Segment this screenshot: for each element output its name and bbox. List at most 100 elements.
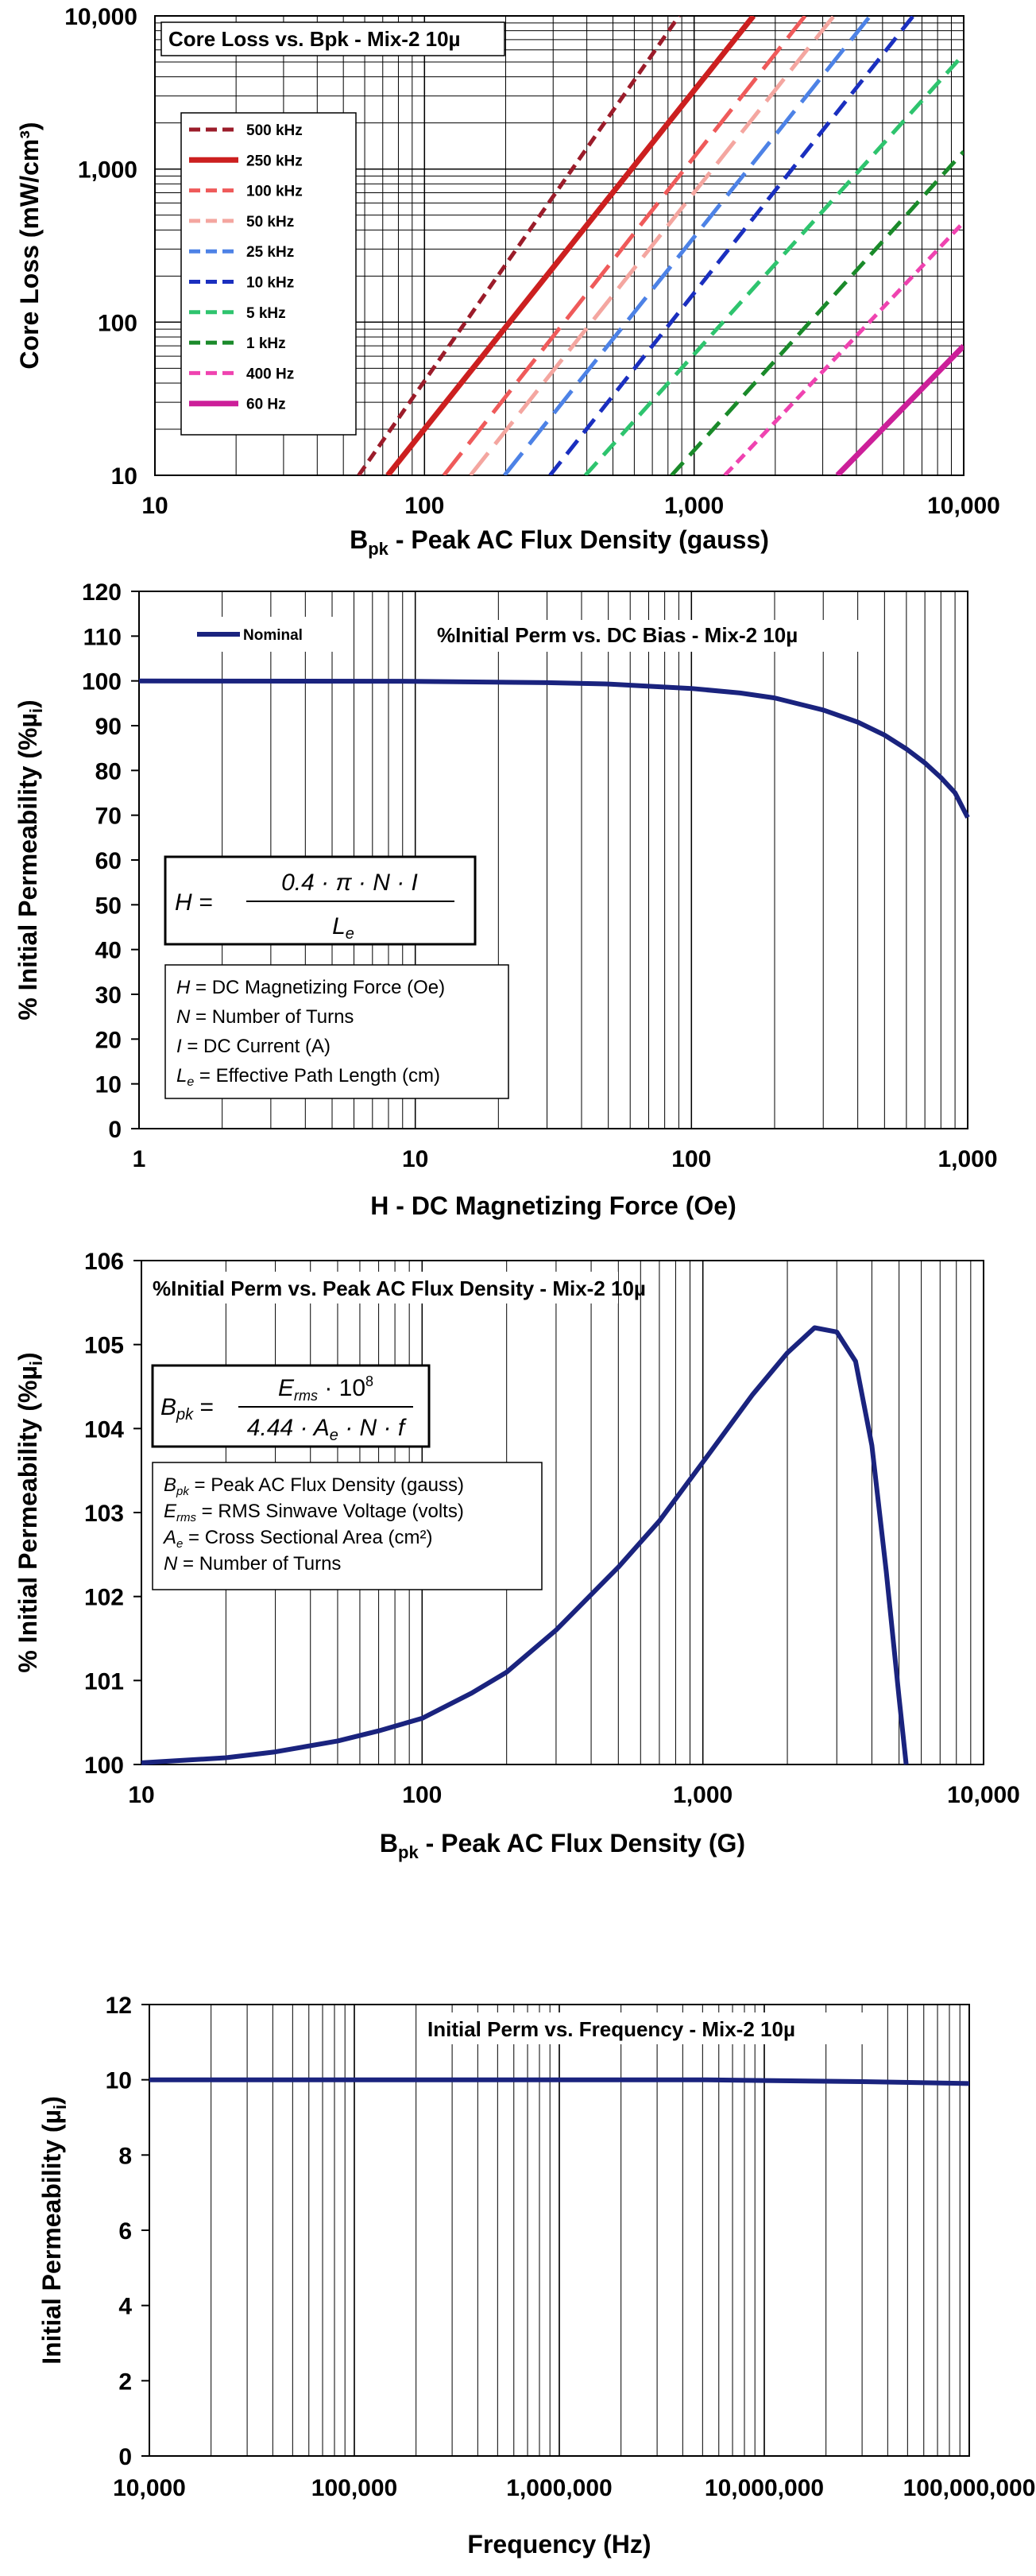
x-axis-title: Bpk - Peak AC Flux Density (G) <box>380 1829 745 1862</box>
definition-symbol: N <box>164 1553 178 1575</box>
x-tick-label: 10,000 <box>927 493 1000 519</box>
y-axis-title: Initial Permeability (µi) <box>37 2096 70 2365</box>
title-box <box>160 21 505 56</box>
definition-text: = DC Current (A) <box>182 1036 331 1057</box>
y-tick-label: 0 <box>108 1117 122 1143</box>
y-tick-label: 1,000 <box>78 157 137 184</box>
x-tick-label: 100,000 <box>311 2475 397 2501</box>
y-axis-title-main: Initial Permeability (µ <box>37 2109 66 2365</box>
y-axis-title-sub: i <box>26 1361 46 1365</box>
y-tick-label: 103 <box>84 1501 124 1527</box>
definition-text: = Cross Sectional Area (cm²) <box>183 1527 432 1548</box>
x-tick-label: 1,000 <box>673 1782 733 1808</box>
y-axis-title: Core Loss (mW/cm³) <box>15 122 44 369</box>
series-line-5-khz <box>583 55 963 475</box>
legend-label: 100 kHz <box>246 184 303 200</box>
series-line-50-khz <box>469 16 836 475</box>
plot-frame <box>154 15 964 476</box>
y-axis-title-end: ) <box>14 1352 42 1361</box>
y-tick-label: 100 <box>84 1753 124 1779</box>
x-tick-label: 10,000 <box>113 2475 186 2501</box>
x-axis-title-main: B <box>350 525 368 554</box>
definition-row: Erms = RMS Sinwave Voltage (volts) <box>164 1501 464 1524</box>
y-axis-title: % Initial Permeability (%µi) <box>14 1352 46 1672</box>
legend-label: Nominal <box>243 627 303 644</box>
x-axis-title-sub: pk <box>398 1842 419 1862</box>
legend-label: 1 kHz <box>246 335 286 352</box>
legend-label: 25 kHz <box>246 244 294 261</box>
title-bg <box>429 620 882 652</box>
formula-equals: = <box>193 1394 214 1420</box>
y-tick-label: 10,000 <box>64 4 137 30</box>
formula-lhs-sub: pk <box>176 1406 194 1424</box>
definition-text: = Effective Path Length (cm) <box>194 1065 440 1087</box>
series-line-250-khz <box>385 16 756 475</box>
definition-symbol: N <box>176 1006 191 1028</box>
y-tick-label: 0 <box>118 2444 132 2470</box>
definitions-frame <box>164 964 509 1099</box>
y-tick-label: 110 <box>83 624 122 650</box>
x-axis-title: Bpk - Peak AC Flux Density (gauss) <box>350 525 769 559</box>
x-tick-label: 100 <box>404 493 444 519</box>
x-tick-label: 1,000 <box>937 1146 997 1172</box>
title-bg <box>149 1272 618 1303</box>
y-tick-label: 40 <box>95 938 122 964</box>
definition-text: = DC Magnetizing Force (Oe) <box>190 977 445 998</box>
y-tick-label: 8 <box>118 2143 132 2169</box>
y-tick-label: 70 <box>95 804 122 830</box>
formula-num-sub: rms <box>294 1388 318 1404</box>
y-axis-title: % Initial Permeability (%µi) <box>14 699 46 1020</box>
series-line-1-khz <box>670 150 964 475</box>
definition-symbol: I <box>176 1036 182 1057</box>
definition-text: = Number of Turns <box>177 1553 341 1575</box>
y-tick-label: 120 <box>82 579 122 606</box>
chart-title: Core Loss vs. Bpk - Mix-2 10µ <box>168 27 461 51</box>
series-line <box>149 2077 970 2086</box>
series-line-60-hz <box>835 343 964 475</box>
y-tick-label: 60 <box>95 848 122 874</box>
y-tick-label: 80 <box>95 758 122 784</box>
legend: 500 kHz 250 kHz 100 kHz 50 kHz 25 kHz 10 kHz 5… <box>180 112 357 436</box>
y-axis-title-sub: i <box>50 2105 70 2109</box>
y-tick-label: 10 <box>95 1072 122 1098</box>
formula-box: Bpk = Erms · 108 4.44 · Ae · N · f <box>151 1364 431 1448</box>
definitions-box: H = DC Magnetizing Force (Oe) N = Number … <box>164 964 509 1099</box>
y-tick-label: 90 <box>95 714 122 740</box>
x-tick-label: 100 <box>671 1146 711 1172</box>
y-tick-label: 100 <box>98 310 137 336</box>
series-line-nominal <box>138 678 970 819</box>
legend-label: 5 kHz <box>246 305 286 322</box>
y-tick-label: 4 <box>118 2294 132 2320</box>
formula-num-sup: 8 <box>365 1373 373 1389</box>
formula-numerator: Erms · 108 <box>278 1373 373 1404</box>
y-tick-label: 6 <box>118 2218 132 2245</box>
series-group <box>357 16 964 475</box>
y-tick-label: 2 <box>118 2369 132 2395</box>
y-axis-title-main: % Initial Permeability (%µ <box>14 713 42 1021</box>
y-axis-title-end: ) <box>14 699 42 708</box>
chart-title: %Initial Perm vs. Peak AC Flux Density -… <box>153 1276 646 1300</box>
x-axis-title: H - DC Magnetizing Force (Oe) <box>370 1191 736 1220</box>
formula-lhs-main: B <box>160 1394 176 1420</box>
y-tick-label: 101 <box>84 1668 124 1695</box>
y-tick-label: 106 <box>84 1249 124 1275</box>
grid-lines <box>149 2005 970 2456</box>
formula-num-main: E <box>278 1375 295 1401</box>
definition-subscript: pk <box>176 1485 190 1498</box>
definition-symbol: E <box>164 1501 177 1522</box>
x-axis-title: Frequency (Hz) <box>467 2530 651 2559</box>
definition-row: N = Number of Turns <box>176 1006 354 1028</box>
definition-subscript: e <box>176 1537 183 1551</box>
legend-label: 60 Hz <box>246 397 286 413</box>
definition-symbol: B <box>164 1474 176 1496</box>
y-axis-title-sub: i <box>26 708 46 713</box>
definition-symbol: L <box>176 1065 187 1087</box>
formula-den-sub: e <box>346 925 354 943</box>
legend-label: 400 Hz <box>246 366 294 382</box>
series-line <box>141 1325 909 1765</box>
y-tick-label: 10 <box>111 463 137 490</box>
formula-den-main: L <box>332 913 346 939</box>
